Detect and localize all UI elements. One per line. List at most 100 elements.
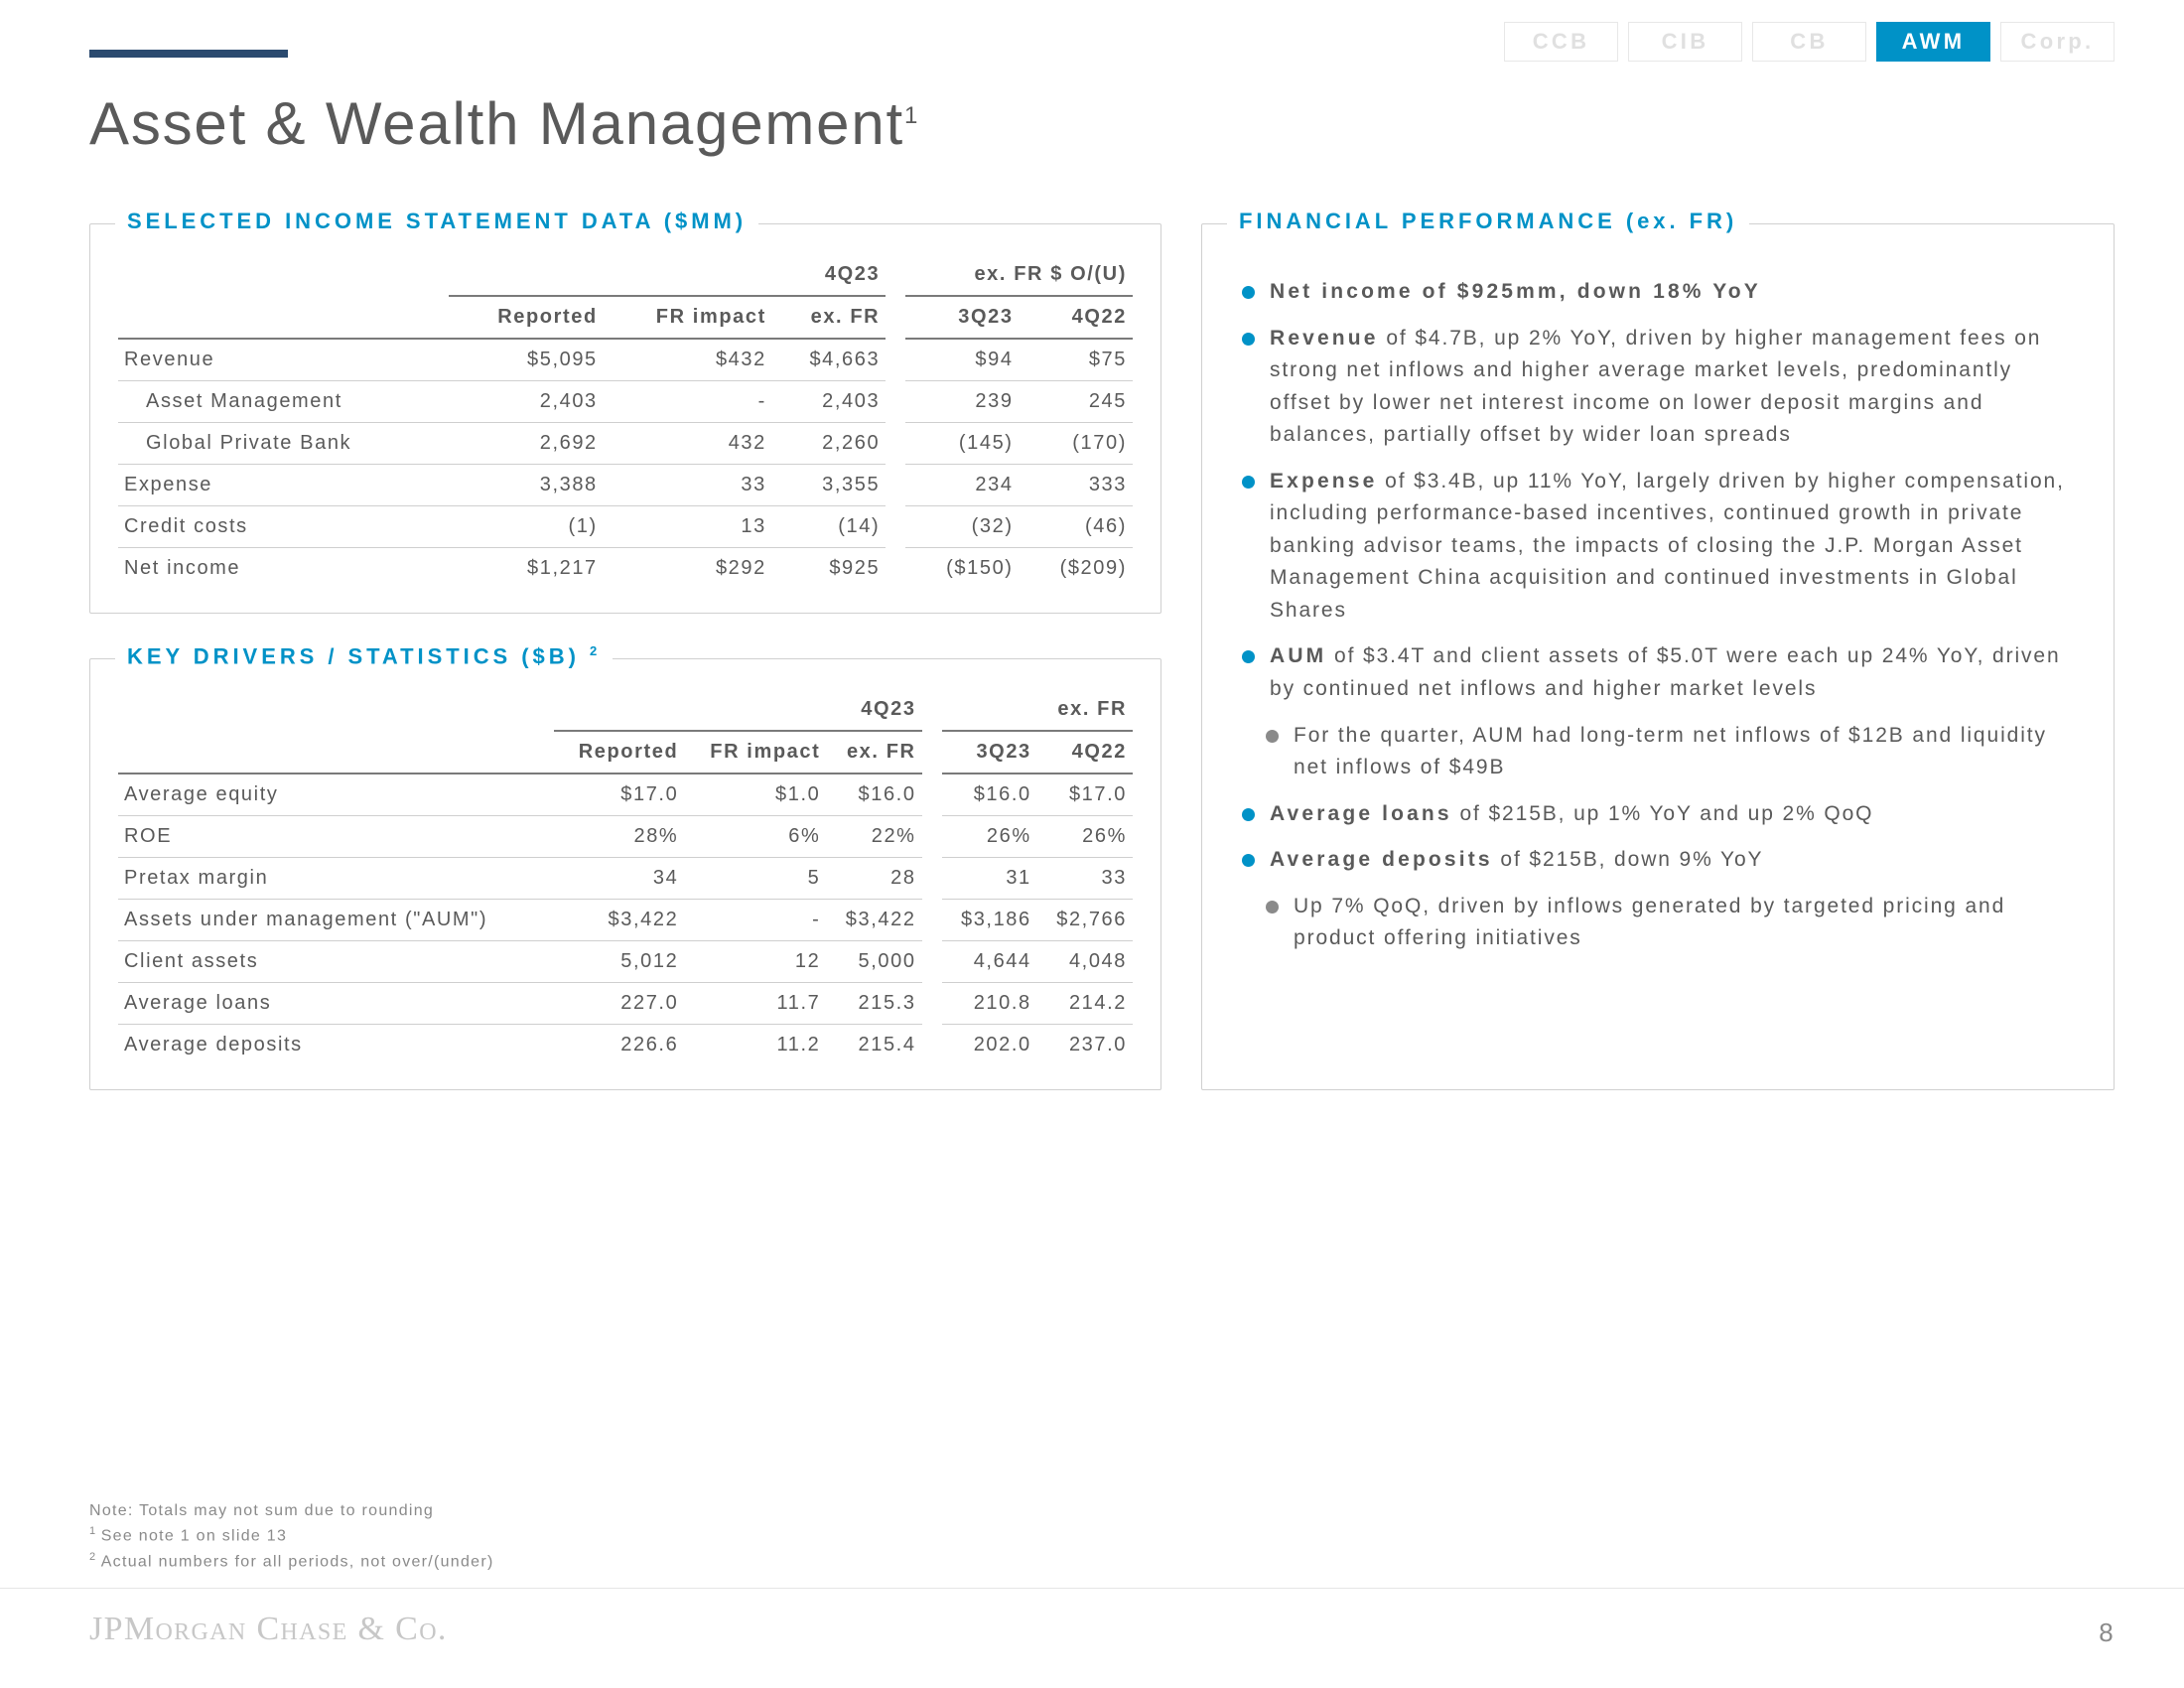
drivers-super-h2: ex. FR — [942, 689, 1133, 731]
col-header: FR impact — [604, 296, 772, 339]
drivers-tbody: Average equity$17.0$1.0$16.0$16.0$17.0RO… — [118, 774, 1133, 1065]
page-number: 8 — [2099, 1618, 2115, 1648]
cell: $292 — [604, 548, 772, 590]
bullet: AUM of $3.4T and client assets of $5.0T … — [1236, 640, 2076, 705]
cell: $17.0 — [1037, 774, 1133, 816]
income-panel: SELECTED INCOME STATEMENT DATA ($MM) 4Q2… — [89, 223, 1161, 614]
row-label: Pretax margin — [118, 858, 554, 900]
performance-panel-title: FINANCIAL PERFORMANCE (ex. FR) — [1227, 209, 1749, 234]
performance-bullets: Net income of $925mm, down 18% YoY Revenu… — [1230, 254, 2086, 977]
cell: $75 — [1020, 339, 1133, 381]
cell: 22% — [826, 816, 921, 858]
cell: 4,644 — [942, 941, 1037, 983]
col-header: Reported — [449, 296, 604, 339]
col-header: 4Q22 — [1037, 731, 1133, 774]
cell: $2,766 — [1037, 900, 1133, 941]
drivers-panel: KEY DRIVERS / STATISTICS ($B) 2 4Q23 ex.… — [89, 658, 1161, 1090]
bullet: Revenue of $4.7B, up 2% YoY, driven by h… — [1236, 323, 2076, 452]
table-row: Asset Management2,403-2,403239245 — [118, 381, 1133, 423]
col-header: ex. FR — [772, 296, 886, 339]
table-row: Net income$1,217$292$925($150)($209) — [118, 548, 1133, 590]
drivers-super-h1: 4Q23 — [554, 689, 921, 731]
cell: $925 — [772, 548, 886, 590]
table-row: Client assets5,012125,0004,6444,048 — [118, 941, 1133, 983]
cell: $3,422 — [826, 900, 921, 941]
cell: 2,403 — [772, 381, 886, 423]
cell: 6% — [684, 816, 826, 858]
cell: 26% — [1037, 816, 1133, 858]
drivers-panel-title: KEY DRIVERS / STATISTICS ($B) 2 — [115, 643, 613, 669]
cell: $94 — [905, 339, 1019, 381]
cell: $3,422 — [554, 900, 684, 941]
nav-tab-corp[interactable]: Corp. — [2000, 22, 2115, 62]
nav-tab-cb[interactable]: CB — [1752, 22, 1866, 62]
footnote: 1 See note 1 on slide 13 — [89, 1523, 494, 1548]
cell: 12 — [684, 941, 826, 983]
income-table: 4Q23 ex. FR $ O/(U) ReportedFR impactex.… — [118, 254, 1133, 589]
income-col-headers: ReportedFR impactex. FR3Q234Q22 — [118, 296, 1133, 339]
cell: 11.7 — [684, 983, 826, 1025]
cell: 26% — [942, 816, 1037, 858]
cell: - — [604, 381, 772, 423]
cell: $432 — [604, 339, 772, 381]
table-row: Average loans227.011.7215.3210.8214.2 — [118, 983, 1133, 1025]
cell: 214.2 — [1037, 983, 1133, 1025]
cell: $4,663 — [772, 339, 886, 381]
nav-tab-ccb[interactable]: CCB — [1504, 22, 1618, 62]
page-title-sup: 1 — [904, 102, 919, 129]
col-header: 3Q23 — [942, 731, 1037, 774]
col-header: 4Q22 — [1020, 296, 1133, 339]
cell: 227.0 — [554, 983, 684, 1025]
bullet: Net income of $925mm, down 18% YoY — [1236, 276, 2076, 309]
cell: 237.0 — [1037, 1025, 1133, 1066]
cell: 4,048 — [1037, 941, 1133, 983]
row-label: ROE — [118, 816, 554, 858]
cell: 28% — [554, 816, 684, 858]
bullet: Expense of $3.4B, up 11% YoY, largely dr… — [1236, 466, 2076, 628]
cell: (170) — [1020, 423, 1133, 465]
table-row: Average deposits226.611.2215.4202.0237.0 — [118, 1025, 1133, 1066]
cell: 210.8 — [942, 983, 1037, 1025]
cell: ($150) — [905, 548, 1019, 590]
row-label: Global Private Bank — [118, 423, 449, 465]
table-row: Expense3,388333,355234333 — [118, 465, 1133, 506]
cell: ($209) — [1020, 548, 1133, 590]
cell: (145) — [905, 423, 1019, 465]
cell: 2,403 — [449, 381, 604, 423]
right-column: FINANCIAL PERFORMANCE (ex. FR) Net incom… — [1201, 223, 2115, 1090]
row-label: Credit costs — [118, 506, 449, 548]
row-label: Asset Management — [118, 381, 449, 423]
cell: 202.0 — [942, 1025, 1037, 1066]
cell: 3,388 — [449, 465, 604, 506]
row-label: Revenue — [118, 339, 449, 381]
left-column: SELECTED INCOME STATEMENT DATA ($MM) 4Q2… — [89, 223, 1161, 1090]
income-super-h2: ex. FR $ O/(U) — [905, 254, 1133, 296]
table-row: Revenue$5,095$432$4,663 $94$75 — [118, 339, 1133, 381]
income-super-h1: 4Q23 — [449, 254, 886, 296]
bullet: Up 7% QoQ, driven by inflows generated b… — [1236, 891, 2076, 955]
nav-tab-cib[interactable]: CIB — [1628, 22, 1742, 62]
cell: 215.3 — [826, 983, 921, 1025]
cell: 33 — [604, 465, 772, 506]
row-label: Client assets — [118, 941, 554, 983]
cell: 5 — [684, 858, 826, 900]
cell: (46) — [1020, 506, 1133, 548]
col-header: FR impact — [684, 731, 826, 774]
cell: 5,012 — [554, 941, 684, 983]
cell: 2,260 — [772, 423, 886, 465]
footer-logo: JPMorgan Chase & Co. — [89, 1611, 448, 1648]
footnotes: Note: Totals may not sum due to rounding… — [89, 1499, 494, 1574]
footnote: Note: Totals may not sum due to rounding — [89, 1499, 494, 1523]
cell: 33 — [1037, 858, 1133, 900]
cell: 333 — [1020, 465, 1133, 506]
row-label: Net income — [118, 548, 449, 590]
income-tbody: Revenue$5,095$432$4,663$94$75Asset Manag… — [118, 339, 1133, 589]
cell: (1) — [449, 506, 604, 548]
cell: 3,355 — [772, 465, 886, 506]
cell: $16.0 — [942, 774, 1037, 816]
nav-tab-awm[interactable]: AWM — [1876, 22, 1990, 62]
cell: $5,095 — [449, 339, 604, 381]
nav-tabs: CCBCIBCBAWMCorp. — [1504, 22, 2115, 62]
page-title-text: Asset & Wealth Management — [89, 90, 904, 157]
cell: 215.4 — [826, 1025, 921, 1066]
